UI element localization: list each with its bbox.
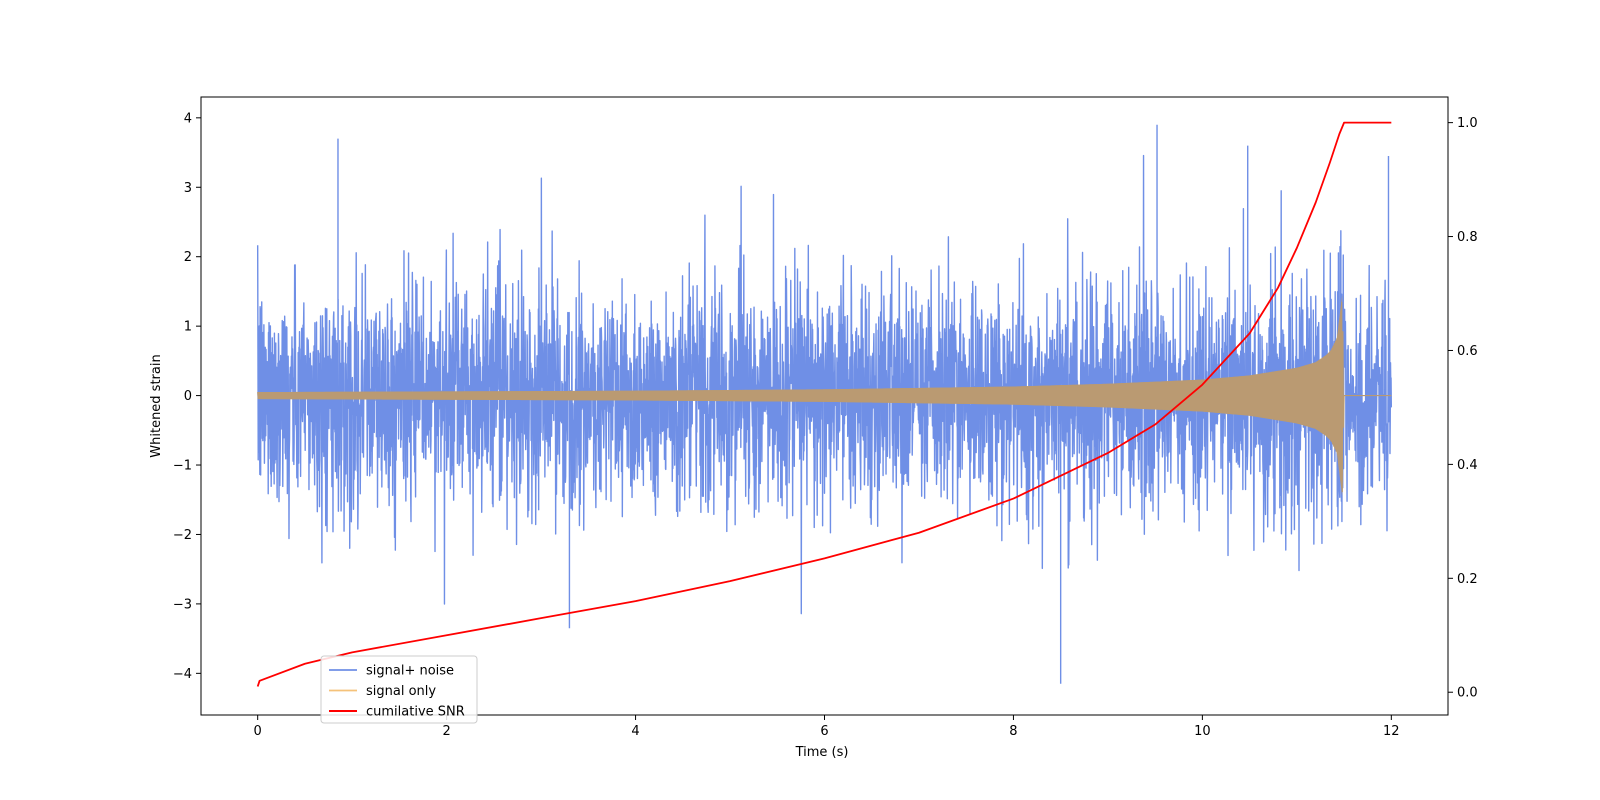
y-tick-label: 3 [184, 181, 192, 196]
y-tick-label: 0 [184, 389, 192, 404]
y2-tick-label: 0.6 [1457, 344, 1478, 359]
x-tick-label: 2 [442, 724, 450, 739]
y-tick-label: 2 [184, 250, 192, 265]
x-tick-label: 0 [254, 724, 262, 739]
y-tick-label: 1 [184, 320, 192, 335]
y-tick-label: −4 [173, 667, 192, 682]
y2-tick-label: 0.2 [1457, 572, 1478, 587]
y-tick-label: −1 [173, 459, 192, 474]
x-tick-label: 8 [1009, 724, 1017, 739]
x-tick-label: 10 [1194, 724, 1211, 739]
y-tick-label: 4 [184, 111, 192, 126]
series-cumulative-snr [256, 121, 1392, 687]
y2-tick-label: 0.4 [1457, 458, 1478, 473]
legend-label: signal only [366, 684, 436, 699]
y2-tick-label: 0.8 [1457, 230, 1478, 245]
y-axis-label: Whitened strain [149, 354, 164, 457]
legend: signal+ noise signal only cumilative SNR [320, 655, 478, 724]
x-axis-label: Time (s) [795, 745, 849, 760]
y-tick-label: −2 [173, 528, 192, 543]
y2-tick-label: 1.0 [1457, 116, 1478, 131]
y2-tick-label: 0.0 [1457, 686, 1478, 701]
signal-envelope-band [257, 294, 1343, 497]
legend-label: cumilative SNR [366, 705, 465, 720]
y-axis-right: 0.0 0.2 0.4 0.6 0.8 1.0 [1448, 116, 1478, 701]
x-tick-label: 6 [820, 724, 828, 739]
y-tick-label: −3 [173, 597, 192, 612]
series-signal-plus-noise [256, 124, 1393, 684]
y-axis-left: −4 −3 −2 −1 0 1 2 3 4 [173, 111, 201, 682]
x-tick-label: 12 [1383, 724, 1400, 739]
legend-label: signal+ noise [366, 664, 454, 679]
legend-box [320, 655, 478, 724]
x-tick-label: 4 [631, 724, 639, 739]
